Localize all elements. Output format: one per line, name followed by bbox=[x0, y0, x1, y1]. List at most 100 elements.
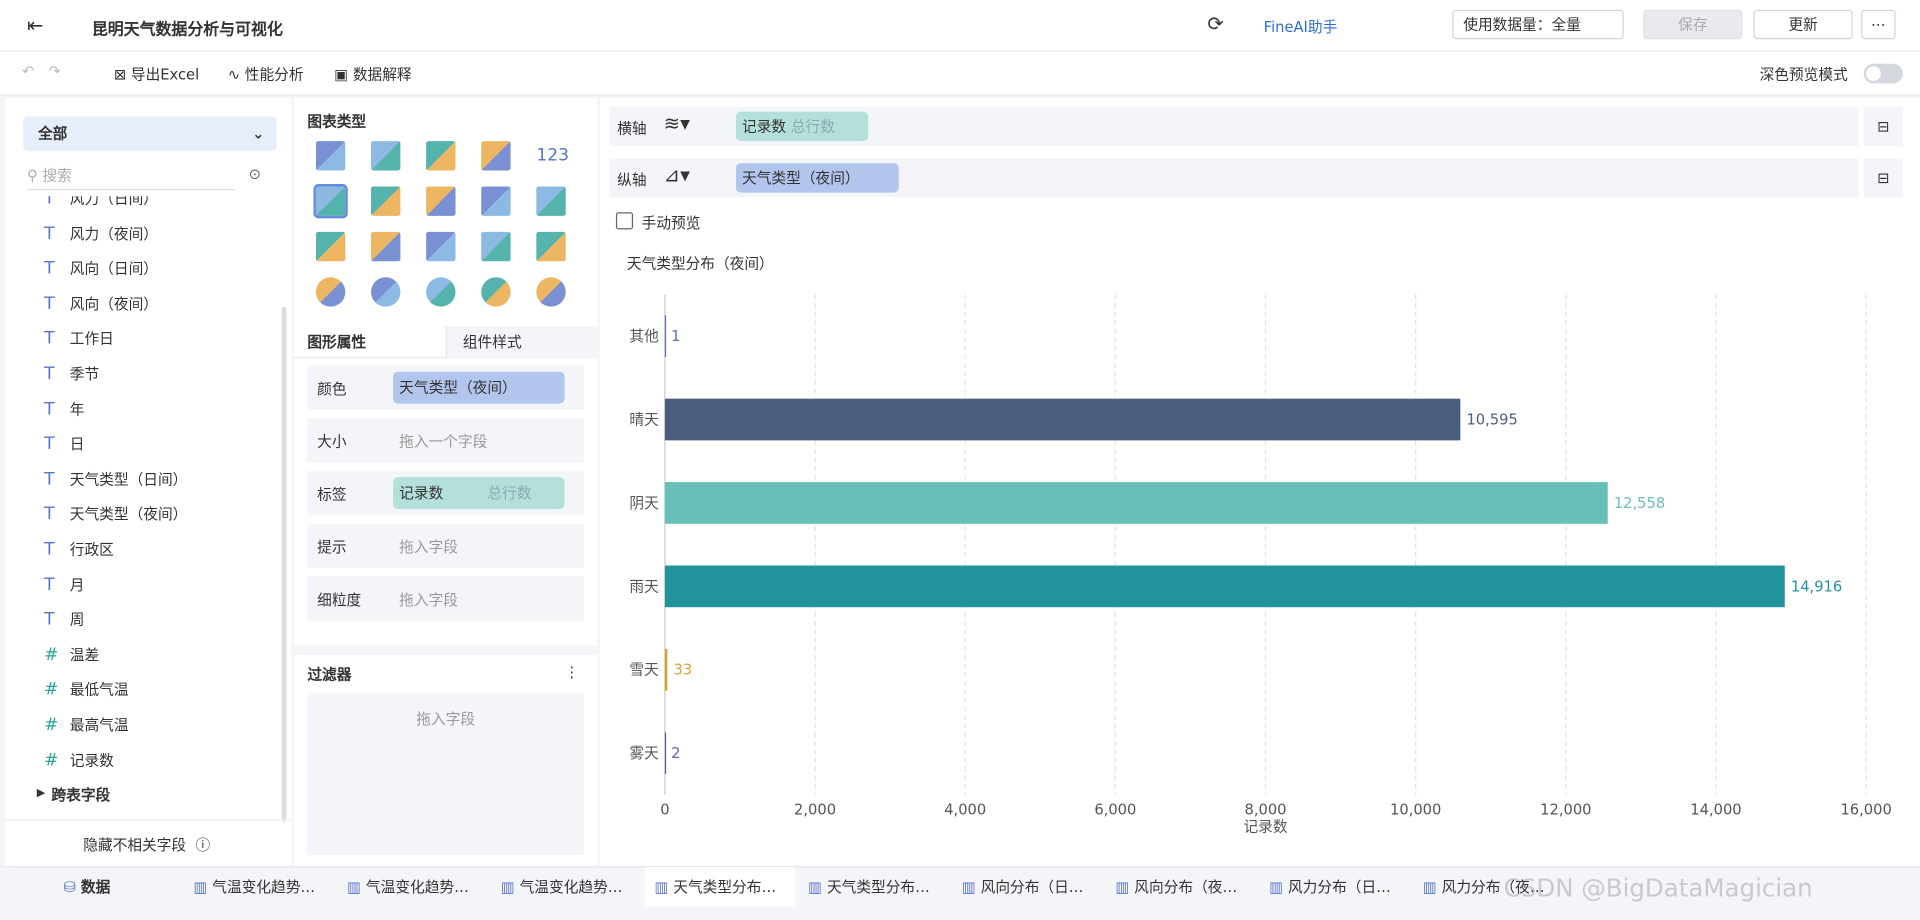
field-item[interactable]: T 风向（日间） bbox=[5, 252, 274, 286]
back-icon[interactable]: ⇤ bbox=[26, 13, 44, 37]
sheet-tab[interactable]: ▥ 气温变化趋势… bbox=[337, 867, 486, 906]
dark-mode-toggle[interactable] bbox=[1863, 63, 1903, 84]
scrollbar bbox=[281, 306, 287, 822]
property-tab[interactable]: 组件样式 bbox=[445, 326, 598, 359]
field-item[interactable]: T 风向（夜间） bbox=[5, 287, 274, 321]
tab-icon: ▥ bbox=[1115, 878, 1130, 896]
export-button[interactable]: ⊠ 导出Excel bbox=[113, 66, 200, 84]
chart-type-icon[interactable] bbox=[315, 231, 346, 262]
x-tick-label: 6,000 bbox=[1094, 802, 1136, 819]
chart-type-icon[interactable] bbox=[315, 141, 346, 171]
sheet-tab[interactable]: ▥ 风力分布（夜… bbox=[1413, 867, 1562, 906]
property-pill[interactable]: 记录数 总行数 bbox=[393, 477, 565, 510]
sheet-tab[interactable]: ▥ 气温变化趋势… bbox=[491, 867, 640, 906]
field-item[interactable]: T 季节 bbox=[5, 357, 274, 391]
undo[interactable]: ↶ ↷ bbox=[22, 62, 61, 80]
filter-more[interactable]: ⋮ bbox=[564, 663, 580, 681]
property-tab[interactable]: 图形属性 bbox=[307, 333, 367, 351]
update-button[interactable]: 更新 bbox=[1753, 9, 1853, 40]
field-item[interactable]: # 最低气温 bbox=[5, 673, 274, 707]
chart-type-icon[interactable] bbox=[481, 231, 511, 262]
more-button[interactable]: ⋯ bbox=[1861, 9, 1896, 40]
chart-type-icon[interactable]: 123 bbox=[536, 145, 570, 166]
tab-text: 风力分布（日… bbox=[1287, 878, 1391, 896]
hide-fields[interactable]: 隐藏不相关字段 ⓘ bbox=[83, 836, 211, 854]
chart-type-icon[interactable] bbox=[426, 186, 456, 216]
field-icon: # bbox=[44, 644, 59, 665]
sheet-tab[interactable]: ▥ 风力分布（日… bbox=[1259, 867, 1408, 906]
chart-type-icon[interactable] bbox=[481, 277, 511, 307]
shelf-label: 纵轴 bbox=[617, 171, 647, 189]
sheet-tab[interactable]: ▥ 天气类型分布… bbox=[798, 867, 947, 906]
perf-button[interactable]: ∿ 性能分析 bbox=[227, 66, 304, 84]
shelf-label: 横轴 bbox=[617, 120, 647, 138]
ai-button[interactable]: FineAI助手 bbox=[1263, 18, 1338, 36]
chart-type-icon[interactable] bbox=[371, 277, 401, 307]
chart-type-icon[interactable] bbox=[313, 184, 348, 219]
property-pill[interactable]: 天气类型（夜间） bbox=[393, 371, 565, 404]
shelf-lock[interactable]: ⊟ bbox=[1863, 158, 1903, 198]
sheet-tab[interactable]: ⛁ 数据 bbox=[64, 867, 137, 906]
field-item[interactable]: T 天气类型（日间） bbox=[5, 462, 274, 496]
sheet-tab[interactable]: ▥ 风向分布（日… bbox=[952, 867, 1101, 906]
chart-type-icon[interactable] bbox=[536, 231, 566, 262]
x-tick-label: 0 bbox=[660, 802, 669, 819]
chart: 天气类型分布（夜间） 0 2,000 4,000 6,000 8,000 10,000 12,… bbox=[627, 256, 1892, 836]
refresh-icon[interactable]: ⟳ bbox=[1207, 12, 1224, 36]
shelf-icon[interactable]: ≋▾ bbox=[663, 111, 690, 135]
cross-fields[interactable]: 跨表字段 bbox=[51, 786, 111, 804]
explain-button[interactable]: ▣ 数据解释 bbox=[334, 66, 412, 84]
bar bbox=[664, 398, 1461, 441]
shelf-icon[interactable]: ⊿▾ bbox=[663, 163, 690, 187]
chart-type-icon[interactable] bbox=[371, 141, 401, 171]
field-name: 天气类型（夜间） bbox=[69, 505, 188, 524]
manual-label: 手动预览 bbox=[641, 214, 701, 232]
chart-type-icon[interactable] bbox=[536, 186, 566, 216]
chart-type-icon[interactable] bbox=[371, 231, 401, 262]
data-amount[interactable]: 使用数据量：全量 bbox=[1452, 9, 1624, 40]
property-placeholder[interactable]: 拖入字段 bbox=[399, 591, 458, 609]
search-box[interactable]: ⚲ 搜索 bbox=[26, 163, 236, 191]
filter-drop[interactable]: 拖入字段 bbox=[307, 693, 585, 856]
config-panel: 图表类型 123 图形属性 组件样式 颜色 天气类型（夜间） 大小 拖入一个字段 标签 记… bbox=[293, 98, 598, 867]
x-field-pill[interactable]: 记录数 总行数 bbox=[735, 111, 869, 142]
sheet-tab[interactable]: ▥ 风向分布（夜… bbox=[1106, 867, 1255, 906]
field-item[interactable]: # 记录数 bbox=[5, 743, 274, 777]
chart-type-icon[interactable] bbox=[481, 186, 511, 216]
field-item[interactable]: # 最高气温 bbox=[5, 708, 274, 742]
field-item[interactable]: T 天气类型（夜间） bbox=[5, 497, 274, 531]
field-name: 季节 bbox=[69, 365, 100, 383]
field-item[interactable]: T 工作日 bbox=[5, 322, 274, 356]
chart-type-icon[interactable] bbox=[315, 277, 346, 307]
field-icon: T bbox=[44, 399, 55, 420]
field-item[interactable]: T 行政区 bbox=[5, 532, 274, 566]
tab-text: 数据 bbox=[80, 878, 111, 896]
field-item[interactable]: # 温差 bbox=[5, 638, 274, 672]
field-name: 行政区 bbox=[69, 540, 114, 559]
y-field-pill[interactable]: 天气类型（夜间） bbox=[735, 163, 899, 193]
sheet-tab[interactable]: ▥ 气温变化趋势… bbox=[184, 867, 333, 906]
chart-type-icon[interactable] bbox=[426, 141, 456, 171]
field-name: 最高气温 bbox=[69, 716, 129, 734]
field-icon: T bbox=[44, 434, 55, 455]
chart-type-icon[interactable] bbox=[536, 277, 566, 307]
data-amount-select[interactable]: 使用数据量：全量 bbox=[1452, 9, 1624, 40]
chart-type-icon[interactable] bbox=[481, 141, 511, 171]
manual-checkbox[interactable] bbox=[615, 212, 634, 230]
search-more[interactable]: ⊙ bbox=[248, 165, 261, 183]
field-item[interactable]: T 风力（日间） bbox=[5, 196, 274, 216]
sheet-tab[interactable]: ▥ 天气类型分布… bbox=[644, 867, 795, 907]
shelf-lock[interactable]: ⊟ bbox=[1863, 106, 1903, 146]
chart-type-icon[interactable] bbox=[426, 231, 456, 262]
property-placeholder[interactable]: 拖入一个字段 bbox=[399, 433, 488, 451]
property-placeholder[interactable]: 拖入字段 bbox=[399, 538, 458, 556]
chart-type-icon[interactable] bbox=[426, 277, 456, 307]
field-item[interactable]: T 风力（夜间） bbox=[5, 217, 274, 251]
save-button[interactable]: 保存 bbox=[1643, 9, 1743, 40]
chart-type-icon[interactable] bbox=[371, 186, 401, 216]
field-dropdown[interactable]: 全部 ⌄ bbox=[23, 116, 277, 151]
